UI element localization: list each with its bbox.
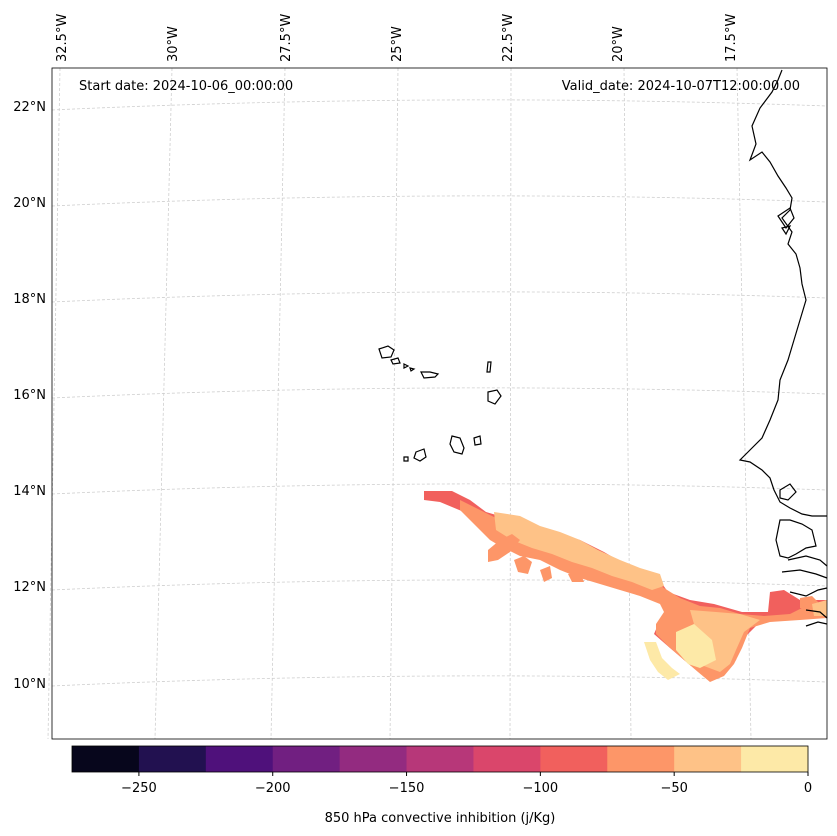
colorbar-swatch [741, 746, 809, 772]
lon-label: 20°W [611, 26, 626, 62]
cin-band-orange-6 [568, 572, 584, 582]
colorbar-swatch [272, 746, 341, 772]
graticule [47, 67, 828, 740]
longitude-labels: 32.5°W 30°W 27.5°W 25°W 22.5°W 20°W 17.5… [55, 14, 739, 62]
cin-band-light-yellow [676, 624, 716, 668]
cin-band-light-orange-3 [812, 600, 827, 616]
lon-label: 25°W [390, 26, 405, 62]
coastlines [378, 69, 828, 627]
lon-label: 30°W [166, 26, 181, 62]
colorbar-swatch [473, 746, 541, 772]
colorbar-swatch [339, 746, 408, 772]
lat-label: 16°N [13, 388, 46, 403]
colorbar-tick-label: 0 [804, 781, 812, 796]
colorbar-tick-label: −200 [255, 781, 291, 796]
lat-label: 22°N [13, 100, 46, 115]
colorbar-tick-label: −150 [389, 781, 425, 796]
lon-label: 27.5°W [279, 14, 294, 62]
lon-label: 32.5°W [55, 14, 70, 62]
latitude-labels: 22°N 20°N 18°N 16°N 14°N 12°N 10°N [13, 100, 46, 692]
cin-band-orange-3 [488, 534, 520, 562]
colorbar-swatch [406, 746, 474, 772]
colorbar-swatch [607, 746, 675, 772]
lon-label: 17.5°W [724, 14, 739, 62]
colorbar: −250 −200 −150 −100 −50 0 [71, 745, 812, 796]
lat-label: 12°N [13, 580, 46, 595]
colorbar-swatch [205, 746, 274, 772]
start-date-label: Start date: 2024-10-06_00:00:00 [79, 79, 293, 94]
colorbar-tick-label: −250 [121, 781, 157, 796]
colorbar-swatch [674, 746, 742, 772]
lat-label: 10°N [13, 677, 46, 692]
cin-band-orange-4 [514, 556, 532, 574]
colorbar-swatch [138, 746, 207, 772]
colorbar-tick-label: −100 [523, 781, 559, 796]
colorbar-swatch [72, 746, 140, 772]
cin-band-light-orange [494, 512, 664, 590]
cin-band-light-yellow-2 [644, 642, 680, 680]
lon-label: 22.5°W [501, 14, 516, 62]
colorbar-label: 850 hPa convective inhibition (j/Kg) [325, 811, 556, 826]
cin-field [424, 491, 827, 682]
colorbar-frame [71, 745, 809, 773]
lat-label: 20°N [13, 196, 46, 211]
lat-label: 14°N [13, 484, 46, 499]
map-panel [47, 67, 828, 740]
valid-date-label: Valid_date: 2024-10-07T12:00:00.00 [562, 79, 800, 94]
lat-label: 18°N [13, 292, 46, 307]
cin-band-orange-5 [540, 566, 552, 582]
colorbar-swatch [540, 746, 608, 772]
colorbar-tick-label: −50 [660, 781, 687, 796]
